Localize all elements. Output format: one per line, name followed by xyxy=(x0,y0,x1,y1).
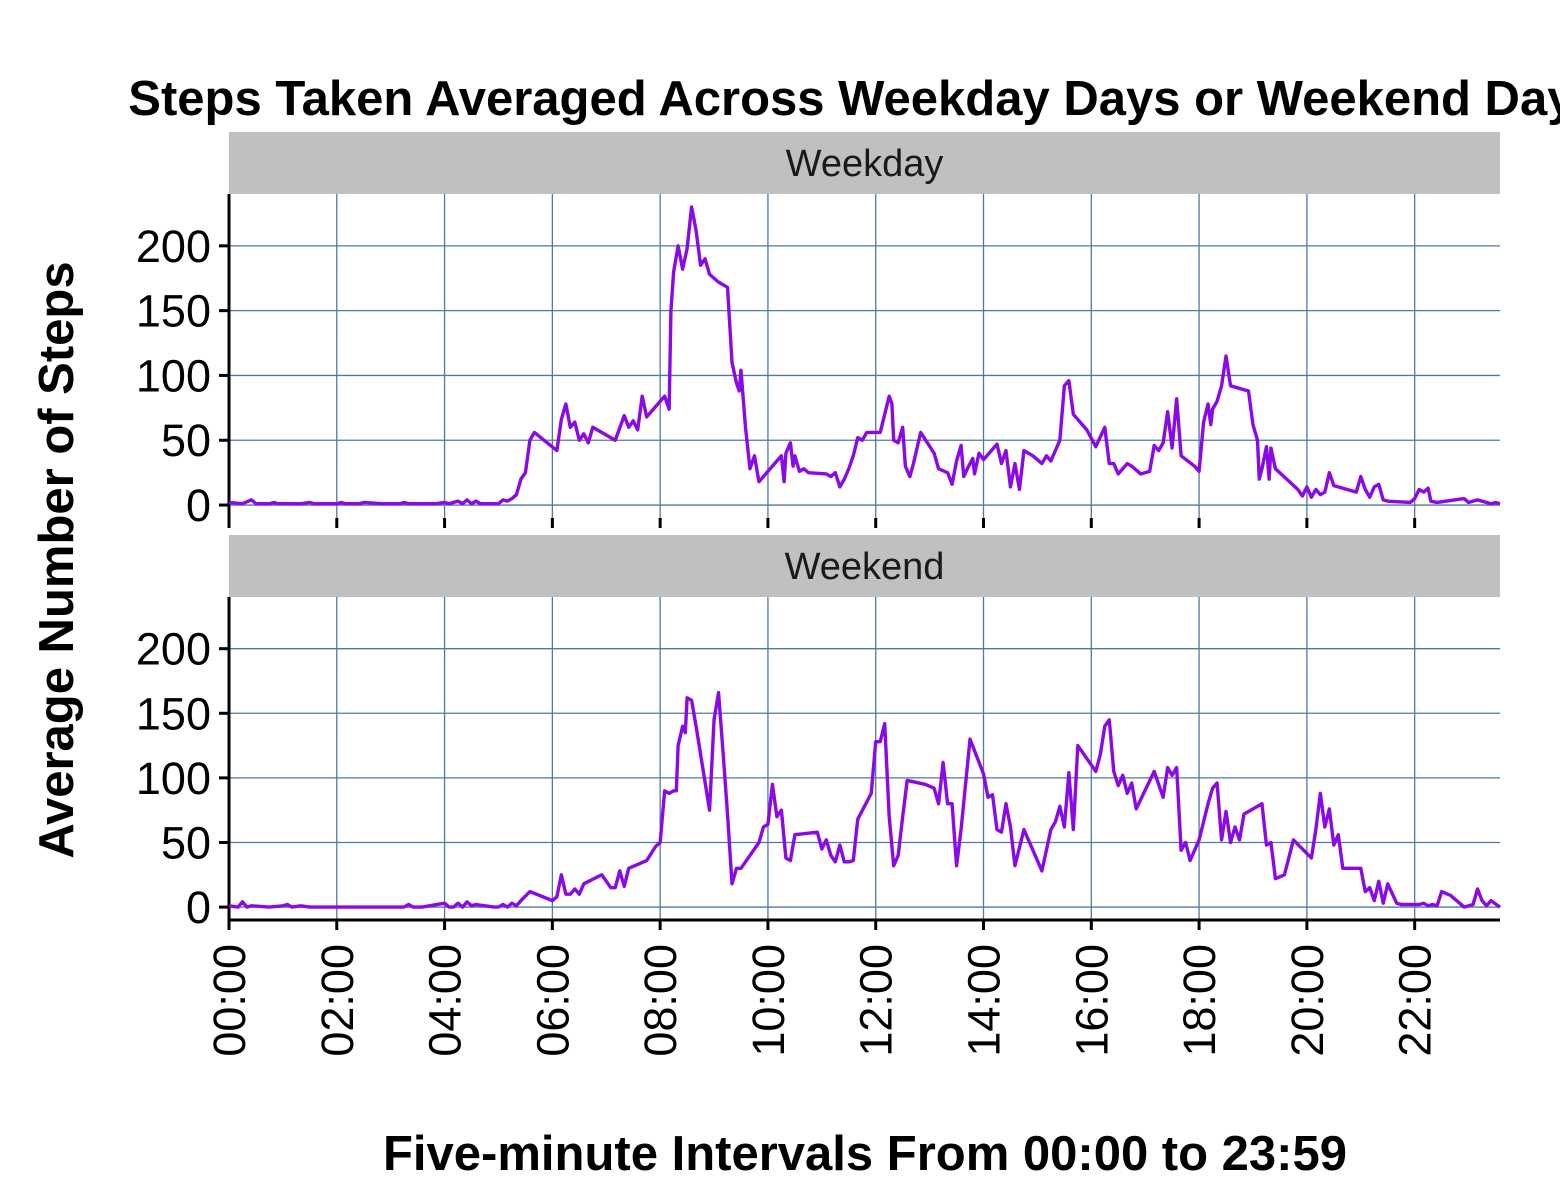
x-tick-label: 12:00 xyxy=(851,944,902,1057)
panel-strip-label: Weekend xyxy=(785,546,945,588)
x-tick-label: 14:00 xyxy=(959,944,1010,1057)
series-line-weekday xyxy=(228,205,1501,506)
panel-strip-label: Weekday xyxy=(786,143,944,185)
panel-strip xyxy=(229,132,1500,194)
x-tick-label: 04:00 xyxy=(420,944,471,1057)
y-tick-label: 100 xyxy=(136,350,211,401)
y-tick-label: 100 xyxy=(136,753,211,804)
y-tick-label: 0 xyxy=(186,480,211,531)
chart-panels: Weekday 0 50 100 150 200 Weekend 0 50 100 150 200 xyxy=(136,132,1501,933)
y-tick-label: 50 xyxy=(161,415,211,466)
panel-weekday: Weekday 0 50 100 150 200 xyxy=(136,132,1501,531)
y-axis-title: Average Number of Steps xyxy=(30,261,84,858)
x-tick-label: 08:00 xyxy=(635,944,686,1057)
x-axis: 00:00 02:00 04:00 06:00 08:00 10:00 12:00 14:00… xyxy=(204,918,1500,1057)
y-tick-label: 150 xyxy=(136,286,211,337)
chart-title: Steps Taken Averaged Across Weekday Days… xyxy=(128,72,1560,126)
panel-strip xyxy=(229,535,1500,597)
series-line-weekend xyxy=(228,690,1501,909)
panel-weekend: Weekend 0 50 100 150 200 xyxy=(136,535,1501,933)
y-tick-label: 50 xyxy=(161,817,211,868)
x-axis-title: Five-minute Intervals From 00:00 to 23:5… xyxy=(383,1127,1347,1181)
x-tick-label: 00:00 xyxy=(204,944,255,1057)
x-tick-label: 20:00 xyxy=(1282,944,1333,1057)
x-tick-label: 16:00 xyxy=(1066,944,1117,1057)
y-tick-label: 0 xyxy=(186,882,211,933)
x-tick-label: 10:00 xyxy=(743,944,794,1057)
x-tick-label: 06:00 xyxy=(527,944,578,1057)
x-tick-label: 18:00 xyxy=(1174,944,1225,1057)
x-tick-label: 22:00 xyxy=(1390,944,1441,1057)
y-tick-label: 150 xyxy=(136,688,211,739)
x-tick-label: 02:00 xyxy=(312,944,363,1057)
y-tick-label: 200 xyxy=(136,221,211,272)
y-tick-label: 200 xyxy=(136,624,211,675)
